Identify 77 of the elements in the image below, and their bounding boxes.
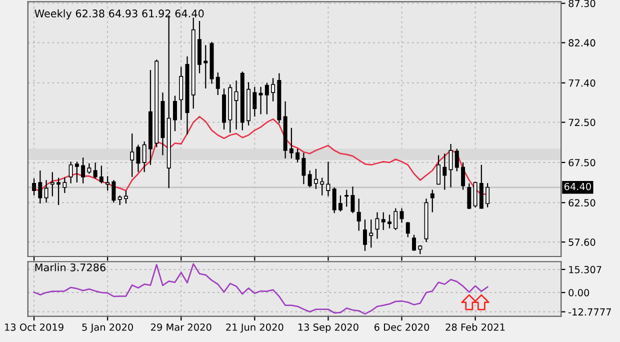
- candlestick: [338, 194, 342, 212]
- candlestick: [362, 218, 367, 252]
- candlestick: [81, 157, 86, 184]
- candlestick: [314, 168, 318, 190]
- candlestick: [442, 153, 447, 190]
- line-series: [33, 263, 488, 315]
- y-tick-label: 0.00: [568, 289, 590, 296]
- candlestick: [112, 180, 116, 204]
- y-tick-label: 77.40: [568, 79, 596, 87]
- y-tick-label: 15.307: [569, 266, 602, 274]
- candlestick: [124, 190, 128, 204]
- x-tick-label: 28 Feb 2021: [446, 323, 505, 331]
- candlestick: [467, 182, 472, 210]
- x-tick-label: 13 Sep 2020: [298, 323, 358, 333]
- chart-title: Marlin 3.7286: [35, 263, 106, 272]
- candlestick: [320, 177, 324, 196]
- y-tick-label: 62.50: [568, 199, 596, 206]
- candlestick: [172, 95, 177, 132]
- candlestick: [486, 182, 490, 208]
- candlestick: [412, 234, 416, 252]
- candlestick: [289, 127, 294, 159]
- candlestick: [406, 221, 410, 238]
- candlestick: [461, 162, 466, 190]
- y-tick-label: 82.40: [568, 39, 596, 47]
- candlestick: [296, 148, 300, 164]
- candlestick: [381, 212, 386, 231]
- candlestick: [234, 80, 238, 130]
- candlestick: [179, 66, 184, 120]
- candlestick: [130, 132, 134, 178]
- candlestick: [50, 172, 54, 197]
- candlestick: [56, 177, 61, 206]
- candlestick: [264, 82, 269, 115]
- candlestick: [448, 143, 453, 188]
- candlestick: [356, 198, 361, 232]
- candlestick: [302, 152, 306, 185]
- y-tick-label: 67.50: [568, 158, 596, 166]
- candlestick: [436, 154, 441, 185]
- candlestick: [344, 189, 349, 208]
- candlestick: [252, 86, 257, 118]
- candlestick: [388, 214, 392, 229]
- candlestick: [454, 148, 459, 172]
- ref-line-label: 64.40: [564, 182, 591, 190]
- candlestick: [62, 177, 67, 194]
- candlestick: [74, 161, 79, 184]
- candlestick: [394, 208, 398, 231]
- candlestick: [369, 218, 374, 248]
- candlestick: [136, 144, 140, 173]
- candlestick: [93, 162, 98, 180]
- candlestick: [430, 189, 434, 213]
- candlestick: [332, 186, 336, 214]
- candlestick: [68, 161, 73, 184]
- y-tick-label: 57.60: [568, 238, 596, 246]
- candlestick: [473, 181, 478, 208]
- candlestick: [87, 162, 92, 174]
- candlestick: [99, 165, 104, 184]
- x-tick-label: 13 Oct 2019: [5, 323, 64, 331]
- candlestick: [308, 170, 312, 188]
- candlestick: [106, 176, 110, 192]
- candlestick: [38, 170, 42, 204]
- x-tick-label: 6 Dec 2020: [374, 323, 430, 331]
- y-tick-label: 87.30: [568, 0, 596, 8]
- text: Weekly 62.38 64.93 61.92 64.40: [34, 9, 204, 20]
- candlestick: [44, 180, 48, 204]
- candlestick: [375, 212, 380, 240]
- y-tick-label: 72.50: [568, 118, 596, 126]
- x-tick-label: 5 Jan 2020: [82, 323, 133, 333]
- x-tick-label: 29 Mar 2020: [151, 323, 212, 331]
- y-tick-label: -12.7777: [568, 308, 611, 316]
- candlestick: [271, 78, 276, 102]
- candlestick: [350, 186, 355, 214]
- candlestick: [258, 86, 263, 115]
- candlestick: [142, 141, 146, 173]
- candlestick: [326, 161, 330, 197]
- x-tick-label: 21 Jun 2020: [226, 323, 284, 333]
- candlestick: [32, 178, 36, 196]
- candlestick: [216, 72, 220, 96]
- candlestick: [118, 194, 122, 206]
